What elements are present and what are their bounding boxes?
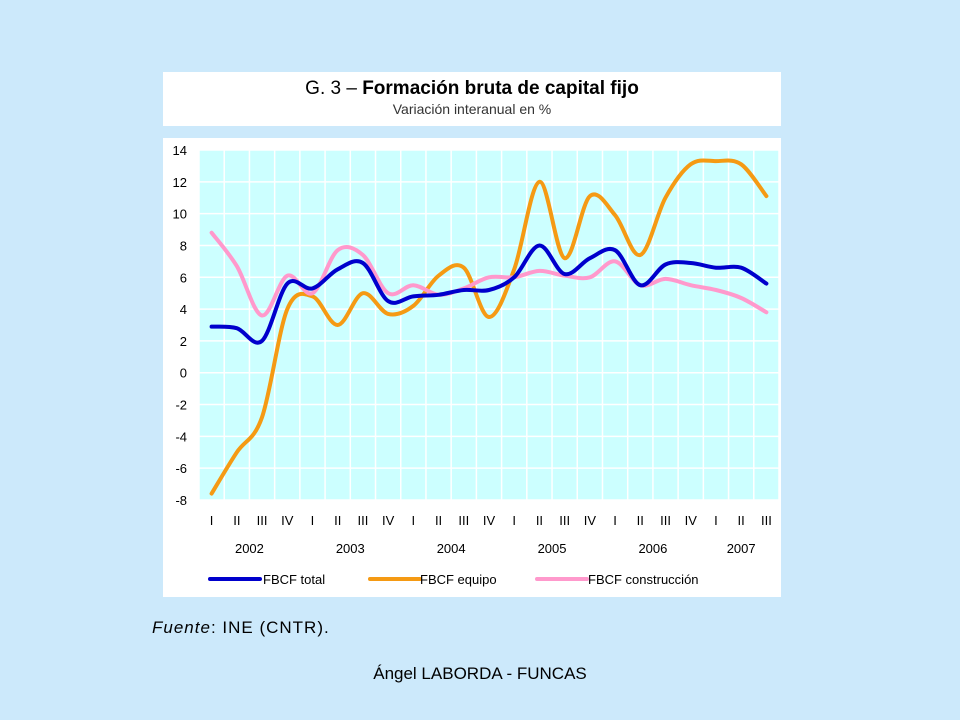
chart-title-bold: Formación bruta de capital fijo [362, 78, 639, 99]
x-tick-label-quarter: III [761, 513, 772, 528]
x-tick-label-quarter: I [210, 513, 214, 528]
y-tick-label: 8 [180, 238, 187, 253]
series-line-fbcf-construccion [209, 230, 769, 318]
chart-subtitle: Variación interanual en % [392, 101, 552, 117]
series-line-fbcf-total [209, 243, 769, 345]
x-tick-label-quarter: IV [584, 513, 597, 528]
plot-area [199, 150, 779, 500]
x-tick-label-quarter: IV [382, 513, 395, 528]
x-tick-label-quarter: I [512, 513, 516, 528]
series-line-fbcf-equipo [209, 158, 769, 496]
x-tick-label-quarter: II [637, 513, 644, 528]
source-label: Fuente [152, 618, 211, 637]
legend-item-fbcf-equipo-label: FBCF equipo [420, 572, 497, 587]
x-tick-label-quarter: III [357, 513, 368, 528]
chart-title-box: G. 3 – Formación bruta de capital fijo V… [163, 72, 781, 126]
y-tick-label: -6 [175, 461, 187, 476]
y-tick-label: 10 [173, 207, 187, 222]
y-tick-label: 0 [180, 366, 187, 381]
x-tick-label-quarter: I [311, 513, 315, 528]
legend-item-fbcf-construccion-label: FBCF construcción [588, 572, 699, 587]
x-tick-label-year: 2005 [538, 541, 567, 556]
y-tick-label: 6 [180, 270, 187, 285]
x-tick-label-quarter: II [435, 513, 442, 528]
x-tick-label-quarter: II [233, 513, 240, 528]
x-tick-label-quarter: IV [685, 513, 698, 528]
x-tick-label-quarter: III [660, 513, 671, 528]
x-tick-label-quarter: IV [483, 513, 496, 528]
x-tick-label-year: 2003 [336, 541, 365, 556]
y-tick-label: 4 [180, 302, 187, 317]
chart-title-prefix: G. 3 – [305, 78, 363, 99]
x-tick-label-year: 2002 [235, 541, 264, 556]
x-tick-label-quarter: IV [281, 513, 294, 528]
source-note: Fuente: INE (CNTR). [152, 618, 330, 638]
legend-item-fbcf-total-label: FBCF total [263, 572, 325, 587]
chart-title: G. 3 – Formación bruta de capital fijo [163, 78, 781, 100]
x-tick-label-quarter: I [412, 513, 416, 528]
x-tick-label-quarter: II [738, 513, 745, 528]
x-tick-label-year: 2004 [437, 541, 466, 556]
x-tick-label-year: 2007 [727, 541, 756, 556]
author-footer: Ángel LABORDA - FUNCAS [373, 664, 587, 683]
x-tick-label-quarter: III [257, 513, 268, 528]
x-tick-label-quarter: II [334, 513, 341, 528]
x-tick-label-quarter: I [613, 513, 617, 528]
x-tick-label-quarter: III [458, 513, 469, 528]
x-tick-label-year: 2006 [638, 541, 667, 556]
y-tick-label: 12 [173, 175, 187, 190]
x-tick-label-quarter: III [559, 513, 570, 528]
y-tick-label: -2 [175, 398, 187, 413]
chart-panel: 14 12 10 8 6 4 2 0 -2 -4 -6 -8 I II III IV I II III IV I II II… [163, 138, 781, 597]
y-tick-label: -4 [175, 429, 187, 444]
y-tick-label: 2 [180, 334, 187, 349]
x-tick-label-quarter: I [714, 513, 718, 528]
y-tick-label: -8 [175, 493, 187, 508]
x-tick-label-quarter: II [536, 513, 543, 528]
source-text: : INE (CNTR). [210, 618, 330, 637]
y-tick-label: 14 [173, 143, 187, 158]
